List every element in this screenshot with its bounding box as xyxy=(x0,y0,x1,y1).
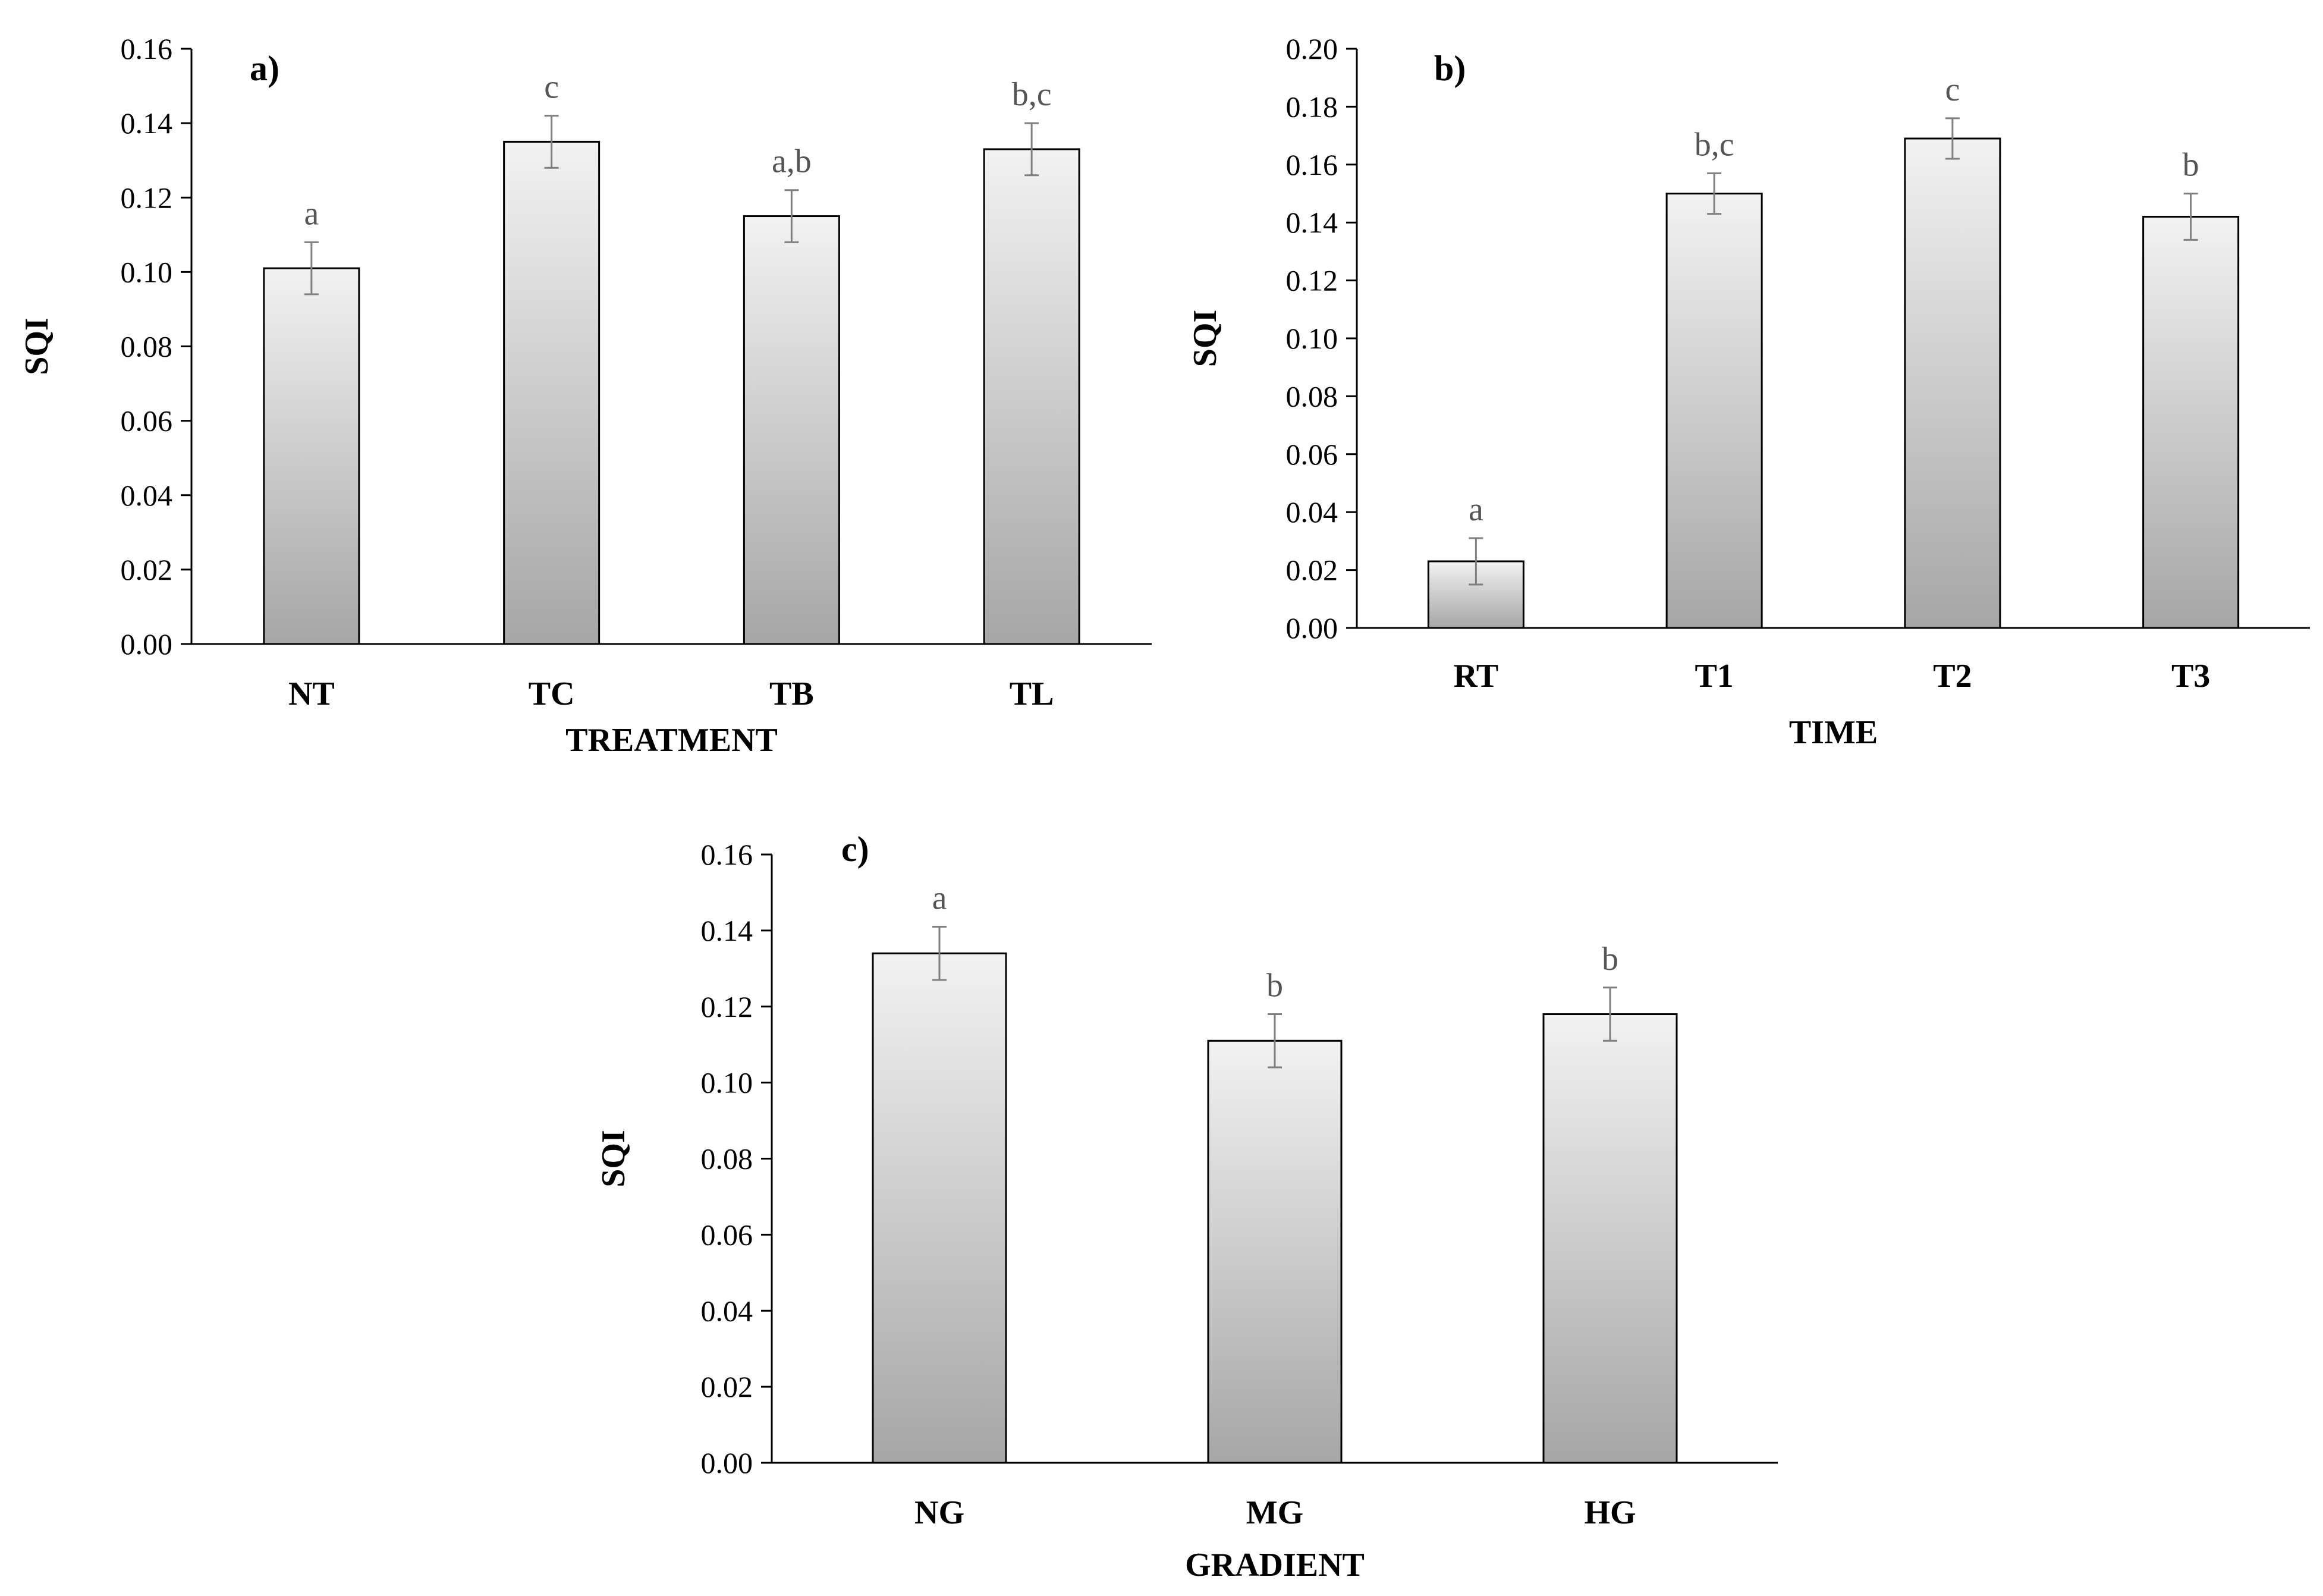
y-tick-label: 0.12 xyxy=(701,990,753,1023)
y-tick-label: 0.20 xyxy=(1286,32,1338,65)
category-label: NG xyxy=(914,1494,964,1531)
bar-t2[interactable] xyxy=(1904,137,2001,629)
y-tick-label: 0.04 xyxy=(1286,495,1338,529)
significance-letter: a xyxy=(932,879,947,916)
y-tick-label: 0.16 xyxy=(121,32,173,65)
bar-hg[interactable] xyxy=(1542,1013,1678,1464)
category-label: MG xyxy=(1246,1494,1303,1531)
y-tick-label: 0.12 xyxy=(1286,264,1338,297)
category-label: T3 xyxy=(2171,658,2210,695)
significance-letter: b xyxy=(1602,941,1618,978)
y-tick-label: 0.02 xyxy=(701,1370,753,1403)
y-axis-title: SQI xyxy=(595,1130,632,1187)
y-tick-label: 0.16 xyxy=(1286,148,1338,181)
significance-letter: b,c xyxy=(1012,76,1052,113)
category-label: TL xyxy=(1010,676,1054,712)
category-label: T1 xyxy=(1695,658,1733,695)
panel-label: c) xyxy=(841,830,869,869)
y-tick-label: 0.12 xyxy=(121,181,173,214)
bar-tb[interactable] xyxy=(743,215,840,645)
x-axis-title: GRADIENT xyxy=(1185,1547,1365,1584)
y-tick-label: 0.08 xyxy=(121,330,173,363)
bar-tl[interactable] xyxy=(983,148,1080,645)
bar-t1[interactable] xyxy=(1665,193,1763,629)
chart-panel-c: 0.00 0.02 0.04 0.06 0.08 0.10 0.12 0.14 0.16 SQI c… xyxy=(595,830,1778,1584)
y-tick-label: 0.04 xyxy=(701,1294,753,1327)
y-tick-label: 0.14 xyxy=(121,106,173,140)
category-label: T2 xyxy=(1933,658,1972,695)
y-tick-label: 0.10 xyxy=(121,255,173,288)
y-tick-label: 0.00 xyxy=(1286,611,1338,645)
panel-label: b) xyxy=(1434,49,1466,88)
y-tick-label: 0.14 xyxy=(701,914,753,947)
y-axis-title: SQI xyxy=(18,318,55,375)
y-tick-label: 0.00 xyxy=(121,627,173,661)
significance-letter: b xyxy=(1266,967,1283,1004)
y-tick-label: 0.02 xyxy=(121,553,173,586)
y-tick-label: 0.06 xyxy=(1286,438,1338,471)
bar-t3[interactable] xyxy=(2142,215,2240,629)
y-tick-label: 0.08 xyxy=(701,1142,753,1176)
x-axis-title: TIME xyxy=(1789,714,1878,751)
significance-letter: a,b xyxy=(772,143,812,180)
panel-label: a) xyxy=(250,49,279,88)
significance-letter: c xyxy=(544,69,559,106)
y-tick-label: 0.14 xyxy=(1286,206,1338,239)
x-axis-title: TREATMENT xyxy=(565,722,778,759)
bar-tc[interactable] xyxy=(503,140,601,645)
y-tick-label: 0.16 xyxy=(701,838,753,871)
category-label: HG xyxy=(1584,1494,1636,1531)
y-tick-label: 0.10 xyxy=(1286,322,1338,355)
y-tick-label: 0.06 xyxy=(121,404,173,438)
significance-letter: a xyxy=(304,195,319,232)
y-tick-label: 0.00 xyxy=(701,1446,753,1479)
bar-ng[interactable] xyxy=(872,952,1007,1464)
y-tick-label: 0.04 xyxy=(121,479,173,512)
chart-panel-a: 0.00 0.02 0.04 0.06 0.08 0.10 0.12 0.14 0.16 SQI a… xyxy=(18,32,1152,759)
y-tick-label: 0.08 xyxy=(1286,379,1338,413)
y-tick-label: 0.06 xyxy=(701,1218,753,1251)
significance-letter: b,c xyxy=(1695,126,1734,163)
y-tick-label: 0.18 xyxy=(1286,90,1338,123)
bar-mg[interactable] xyxy=(1207,1039,1343,1464)
category-label: RT xyxy=(1453,658,1498,695)
y-axis-title: SQI xyxy=(1187,310,1224,367)
category-label: NT xyxy=(288,676,335,712)
y-tick-label: 0.10 xyxy=(701,1066,753,1099)
y-tick-label: 0.02 xyxy=(1286,554,1338,587)
bar-nt[interactable] xyxy=(263,267,360,645)
chart-panel-b: 0.00 0.02 0.04 0.06 0.08 0.10 0.12 0.14 0.16 0.18… xyxy=(1187,32,2310,751)
significance-letter: b xyxy=(2183,147,2199,184)
significance-letter: c xyxy=(1945,71,1960,108)
category-label: TC xyxy=(529,676,575,712)
significance-letter: a xyxy=(1469,491,1483,528)
category-label: TB xyxy=(769,676,814,712)
